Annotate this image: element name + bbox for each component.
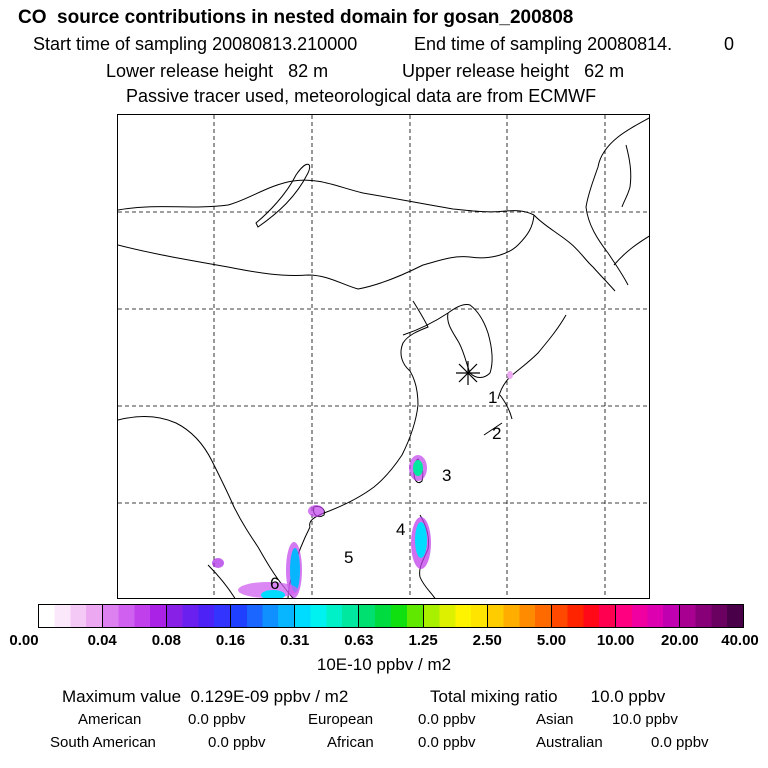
tracer-note: Passive tracer used, meteorological data… bbox=[126, 86, 597, 106]
upper-release-height: Upper release height 62 m bbox=[402, 61, 625, 81]
colorbar-segment bbox=[295, 605, 360, 627]
map-canvas: 1 2 3 4 5 6 bbox=[118, 115, 649, 598]
north-border bbox=[118, 179, 535, 216]
korea-china-border bbox=[402, 312, 449, 336]
amur-border bbox=[533, 214, 616, 292]
colorbar-tick-label: 0.00 bbox=[9, 632, 39, 649]
american-value: 0.0 ppbv bbox=[188, 711, 246, 728]
graticule bbox=[118, 115, 649, 598]
indochina bbox=[118, 416, 294, 598]
colorbar-tick-label: 0.31 bbox=[280, 632, 310, 649]
receptor-star-icon bbox=[456, 361, 480, 385]
china-coast bbox=[309, 300, 429, 528]
colorbar-tick-label: 0.04 bbox=[87, 632, 117, 649]
region-label-4: 4 bbox=[396, 520, 405, 539]
contribution-region-6-core bbox=[261, 590, 285, 598]
colorbar-segment bbox=[487, 605, 552, 627]
end-time-label: End time of sampling 20080814. bbox=[414, 34, 673, 54]
lower-release-height: Lower release height 82 m bbox=[106, 61, 329, 81]
total-mixing-ratio: Total mixing ratio 10.0 ppbv bbox=[430, 687, 666, 706]
contribution-field bbox=[212, 371, 513, 598]
contribution-region-3-core bbox=[413, 460, 423, 476]
contribution-region-6-east-core bbox=[290, 548, 300, 592]
colorbar-segment bbox=[615, 605, 680, 627]
colorbar-segment bbox=[231, 605, 296, 627]
american-label: American bbox=[78, 711, 142, 728]
contribution-japan bbox=[507, 371, 513, 379]
colorbar-tick-label: 0.08 bbox=[151, 632, 181, 649]
colorbar-tick-label: 40.00 bbox=[721, 632, 759, 649]
start-time-label: Start time of sampling 20080813.210000 bbox=[33, 34, 358, 54]
sakhalin bbox=[621, 144, 632, 208]
region-label-5: 5 bbox=[344, 548, 353, 567]
colorbar-segment bbox=[39, 605, 104, 627]
region-labels: 1 2 3 4 5 6 bbox=[270, 388, 501, 593]
colorbar-tick-label: 2.50 bbox=[472, 632, 502, 649]
asian-label: Asian bbox=[536, 711, 574, 728]
european-label: European bbox=[308, 711, 374, 728]
colorbar-tick-label: 10.00 bbox=[596, 632, 635, 649]
maximum-value: Maximum value 0.129E-09 ppbv / m2 bbox=[62, 687, 349, 706]
south-american-value: 0.0 ppbv bbox=[208, 734, 266, 751]
japan-kyushu bbox=[499, 394, 513, 420]
colorbar-segment bbox=[167, 605, 232, 627]
ryukyu-islands bbox=[483, 422, 503, 436]
colorbar-segment bbox=[359, 605, 424, 627]
region-label-2: 2 bbox=[492, 424, 501, 443]
colorbar-tick-label: 0.63 bbox=[344, 632, 374, 649]
australian-label: Australian bbox=[536, 734, 603, 751]
plot-title: CO source contributions in nested domain… bbox=[18, 7, 574, 28]
region-label-6: 6 bbox=[270, 574, 279, 593]
korea-peninsula bbox=[447, 304, 493, 378]
region-label-3: 3 bbox=[442, 466, 451, 485]
african-value: 0.0 ppbv bbox=[418, 734, 476, 751]
kamchatka-hint bbox=[613, 235, 649, 266]
colorbar bbox=[38, 604, 744, 628]
colorbar-tick-label: 0.16 bbox=[215, 632, 246, 649]
colorbar-segment bbox=[423, 605, 488, 627]
african-label: African bbox=[327, 734, 374, 751]
colorbar-unit-label: 10E-10 ppbv / m2 bbox=[316, 655, 452, 674]
asian-value: 10.0 ppbv bbox=[612, 711, 678, 728]
australian-value: 0.0 ppbv bbox=[651, 734, 709, 751]
colorbar-tick-label: 5.00 bbox=[536, 632, 567, 649]
contribution-hainan bbox=[308, 505, 324, 517]
gulf-of-thailand bbox=[207, 564, 236, 598]
colorbar-segment bbox=[679, 605, 744, 627]
japan-honshu bbox=[497, 314, 567, 400]
colorbar-segment bbox=[103, 605, 168, 627]
colorbar-tick-label: 20.00 bbox=[661, 632, 699, 649]
end-time-value: 0 bbox=[724, 34, 735, 54]
colorbar-segment bbox=[551, 605, 616, 627]
region-label-1: 1 bbox=[488, 388, 497, 407]
south-american-label: South American bbox=[50, 734, 156, 751]
coastline-layer bbox=[118, 117, 649, 598]
european-value: 0.0 ppbv bbox=[418, 711, 476, 728]
mongolia-china-border bbox=[118, 214, 535, 290]
lake-baikal bbox=[255, 163, 311, 228]
russia-coast bbox=[585, 117, 649, 286]
contribution-west bbox=[212, 558, 224, 568]
colorbar-tick-label: 1.25 bbox=[408, 632, 438, 649]
map-panel: 1 2 3 4 5 6 bbox=[117, 114, 650, 599]
contribution-region-4-core bbox=[415, 522, 427, 558]
